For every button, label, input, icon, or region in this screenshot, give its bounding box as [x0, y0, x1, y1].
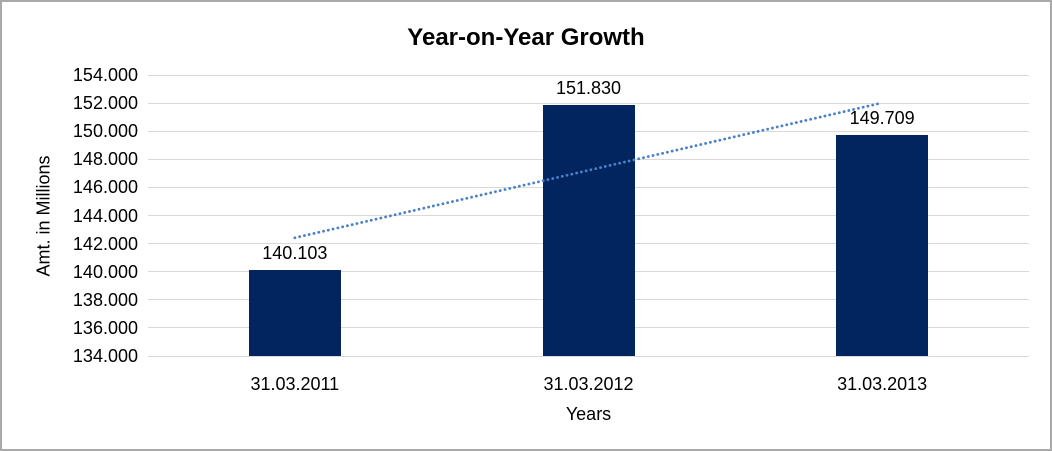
x-axis-title: Years	[565, 404, 612, 424]
bar	[248, 270, 341, 356]
y-axis-tick-label: 142.000	[72, 233, 138, 254]
bar	[836, 135, 929, 356]
bar	[542, 105, 635, 356]
bar-data-label: 140.103	[262, 243, 328, 264]
x-axis-tick-label: 31.03.2011	[250, 374, 340, 394]
bar-data-label: 151.830	[555, 78, 622, 99]
x-axis-tick-label: 31.03.2013	[837, 374, 928, 394]
y-axis-tick-label: 138.000	[72, 289, 138, 310]
y-axis-tick-label: 134.000	[72, 346, 138, 366]
bar-data-label: 149.709	[849, 108, 915, 129]
y-axis-tick-label: 144.000	[72, 205, 138, 226]
gridline	[148, 102, 1029, 104]
y-axis-tick-label: 150.000	[72, 121, 138, 142]
gridline	[148, 74, 1029, 76]
x-axis-tick-label: 31.03.2012	[543, 374, 634, 394]
gridline	[148, 355, 1029, 357]
y-axis-tick-label: 152.000	[72, 93, 138, 114]
y-axis-tick-label: 136.000	[72, 317, 138, 338]
y-axis-tick-label: 148.000	[72, 149, 138, 170]
y-axis-tick-label: 140.000	[72, 261, 138, 282]
y-axis-tick-label: 154.000	[72, 65, 138, 85]
y-axis-tick-label: 146.000	[72, 177, 138, 198]
chart-title: Year-on-Year Growth	[407, 24, 645, 51]
